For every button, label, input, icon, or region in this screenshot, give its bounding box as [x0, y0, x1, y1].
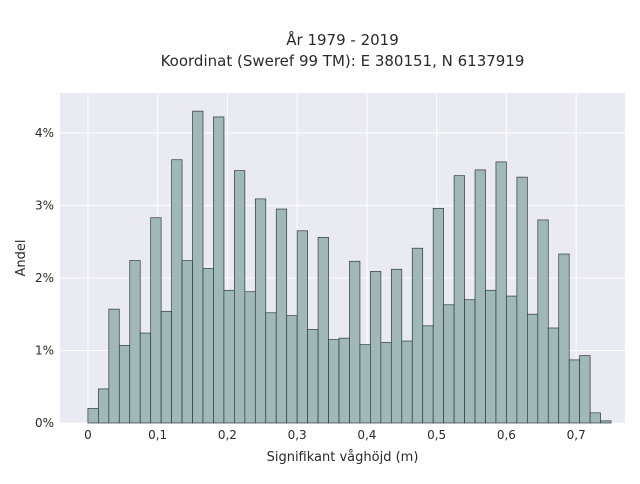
histogram-bar — [286, 315, 298, 424]
x-tick-label: 0,5 — [427, 428, 446, 442]
y-tick-label: 3% — [35, 198, 54, 212]
histogram-bar — [526, 313, 539, 424]
x-tick-label: 0,6 — [497, 428, 516, 442]
chart-title: År 1979 - 2019 — [286, 30, 399, 49]
x-tick-label: 0,3 — [288, 428, 307, 442]
histogram-bar — [150, 217, 162, 424]
histogram-bar — [160, 310, 172, 424]
histogram-bar — [474, 169, 486, 424]
y-axis-ticks: 0% 1% 2% 3% 4% — [35, 126, 54, 430]
histogram-bar — [485, 289, 497, 424]
histogram-bar — [537, 219, 549, 424]
histogram-bar — [275, 208, 288, 424]
bars — [87, 110, 612, 424]
histogram-bar — [244, 291, 256, 424]
histogram-bar — [495, 161, 507, 424]
x-tick-label: 0,7 — [567, 428, 586, 442]
histogram-bar — [411, 247, 424, 424]
x-tick-label: 0 — [84, 428, 92, 442]
y-tick-label: 4% — [35, 126, 54, 140]
histogram-bar — [600, 420, 612, 424]
histogram-bar — [296, 230, 308, 424]
histogram-bar — [558, 253, 570, 424]
histogram-bar — [547, 327, 560, 424]
histogram-bar — [307, 329, 319, 424]
y-tick-label: 0% — [35, 416, 54, 430]
histogram-bar — [516, 176, 528, 424]
histogram-bar — [380, 342, 392, 424]
histogram-bar — [254, 198, 267, 424]
histogram-bar — [98, 388, 110, 424]
y-tick-label: 2% — [35, 271, 54, 285]
x-axis-label: Signifikant våghöjd (m) — [267, 450, 419, 465]
histogram-bar — [359, 344, 371, 424]
histogram-bar — [328, 339, 340, 424]
histogram-bar — [108, 308, 120, 424]
histogram-bar — [422, 325, 434, 424]
y-axis-label: Andel — [14, 240, 29, 277]
histogram-bar — [234, 170, 246, 424]
y-tick-label: 1% — [35, 343, 54, 357]
histogram-bar — [213, 116, 225, 424]
x-tick-label: 0,1 — [148, 428, 167, 442]
histogram-bar — [181, 260, 193, 424]
histogram-bar — [265, 312, 277, 424]
histogram-bar — [432, 207, 444, 424]
histogram-bar — [464, 299, 476, 424]
histogram-bar — [506, 295, 518, 424]
histogram-bar — [443, 304, 455, 424]
histogram-bar — [453, 175, 465, 424]
histogram-bar — [370, 271, 382, 424]
x-tick-label: 0,4 — [357, 428, 376, 442]
histogram-bar — [139, 332, 152, 424]
histogram-bar — [317, 236, 329, 424]
histogram-bar — [118, 345, 131, 424]
histogram-bar — [589, 412, 601, 424]
histogram-bar — [579, 355, 591, 424]
histogram-bar — [87, 408, 99, 424]
x-axis-ticks: 0 0,1 0,2 0,3 0,4 0,5 0,6 0,7 — [84, 428, 586, 442]
histogram-bar — [202, 268, 214, 424]
histogram-bar — [192, 110, 204, 424]
x-tick-label: 0,2 — [218, 428, 237, 442]
histogram-bar — [338, 337, 350, 424]
histogram-bar — [171, 159, 183, 424]
histogram-bar — [129, 260, 141, 424]
histogram-bar — [390, 268, 403, 424]
histogram-bar — [568, 359, 581, 424]
chart-subtitle: Koordinat (Sweref 99 TM): E 380151, N 61… — [161, 52, 525, 70]
histogram-bar — [401, 340, 413, 424]
histogram-bar — [349, 260, 361, 424]
histogram-bar — [223, 289, 235, 424]
